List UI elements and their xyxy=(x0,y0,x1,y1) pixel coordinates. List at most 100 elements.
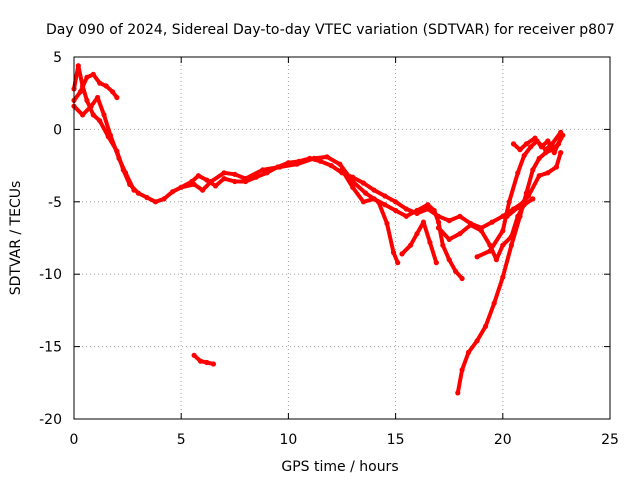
data-point xyxy=(97,80,103,86)
data-point xyxy=(311,155,317,161)
x-tick-label: 15 xyxy=(387,432,405,448)
data-point xyxy=(77,89,83,95)
data-point xyxy=(510,141,517,147)
data-point xyxy=(242,176,249,182)
data-point xyxy=(75,63,81,69)
y-tick-label: -5 xyxy=(48,195,62,211)
data-point xyxy=(435,219,442,225)
series-isolated xyxy=(191,352,216,367)
data-point xyxy=(232,171,238,177)
y-axis-label: SDTVAR / TECUs xyxy=(8,181,24,296)
data-point xyxy=(487,248,493,254)
data-point xyxy=(515,205,521,211)
data-point xyxy=(474,254,480,260)
data-point xyxy=(435,225,442,231)
data-point xyxy=(161,196,167,202)
data-point xyxy=(277,164,283,170)
data-point xyxy=(382,193,388,199)
series-lower-a xyxy=(71,94,137,193)
y-tick-labels: -20 -15 -10 -5 0 5 xyxy=(39,50,62,428)
data-point xyxy=(393,207,399,214)
data-point xyxy=(260,167,266,173)
data-point xyxy=(489,219,495,225)
data-point xyxy=(371,187,377,193)
data-point xyxy=(80,112,86,118)
data-point xyxy=(425,202,431,208)
data-point xyxy=(212,183,219,189)
data-point xyxy=(483,323,489,329)
data-point xyxy=(536,173,542,179)
data-point xyxy=(446,218,452,224)
data-point xyxy=(515,170,521,176)
data-point xyxy=(152,199,159,205)
data-point xyxy=(318,158,324,164)
series-line xyxy=(192,353,216,366)
data-point xyxy=(491,300,497,306)
data-point xyxy=(457,231,463,237)
data-point xyxy=(453,268,459,274)
data-point xyxy=(264,170,270,176)
data-point xyxy=(337,161,343,167)
data-point xyxy=(210,361,216,367)
y-tick-label: 0 xyxy=(53,122,62,138)
data-point xyxy=(339,167,345,173)
data-point xyxy=(395,260,401,266)
data-point xyxy=(543,147,549,153)
data-point xyxy=(122,170,129,176)
data-point xyxy=(90,71,96,77)
data-point xyxy=(478,228,484,234)
data-point xyxy=(420,219,427,225)
data-point xyxy=(350,184,356,190)
data-point xyxy=(84,74,90,80)
data-point xyxy=(553,164,560,170)
data-point xyxy=(414,231,420,237)
data-point xyxy=(455,390,461,396)
data-point xyxy=(384,220,390,227)
data-point xyxy=(360,199,366,205)
data-point xyxy=(545,170,551,176)
data-point xyxy=(558,135,564,141)
series-mid-band-2 xyxy=(339,167,465,282)
data-point xyxy=(414,207,420,214)
data-point xyxy=(103,83,109,89)
data-point xyxy=(525,193,532,199)
data-series xyxy=(71,63,566,396)
data-point xyxy=(468,222,474,228)
data-point xyxy=(440,242,446,248)
x-tick-label: 5 xyxy=(177,432,186,448)
data-point xyxy=(517,147,523,153)
data-point xyxy=(90,112,96,118)
data-point xyxy=(558,150,564,156)
data-point xyxy=(530,167,536,173)
data-point xyxy=(408,242,414,248)
data-point xyxy=(324,154,330,160)
data-point xyxy=(500,242,506,248)
data-point xyxy=(532,135,538,141)
series-dip-1 xyxy=(399,219,439,266)
data-point xyxy=(95,94,101,101)
x-tick-label: 25 xyxy=(601,432,619,448)
chart-title: Day 090 of 2024, Sidereal Day-to-day VTE… xyxy=(46,22,615,38)
series-line xyxy=(455,133,565,395)
plot-frame xyxy=(73,56,611,420)
data-point xyxy=(363,190,369,196)
data-point xyxy=(508,242,514,248)
data-point xyxy=(403,206,409,212)
x-axis-label: GPS time / hours xyxy=(281,459,398,475)
data-point xyxy=(538,144,545,150)
data-point xyxy=(97,118,103,124)
data-point xyxy=(493,257,499,263)
data-point xyxy=(328,163,334,169)
y-tick-label: -20 xyxy=(39,412,62,428)
data-point xyxy=(221,176,227,182)
data-point xyxy=(390,249,397,256)
data-point xyxy=(107,132,113,138)
data-point xyxy=(506,199,512,205)
data-point xyxy=(144,194,150,201)
x-tick-label: 20 xyxy=(494,432,512,448)
data-point xyxy=(457,213,463,219)
data-point xyxy=(504,213,510,219)
data-point xyxy=(84,97,90,103)
data-point xyxy=(170,189,176,195)
